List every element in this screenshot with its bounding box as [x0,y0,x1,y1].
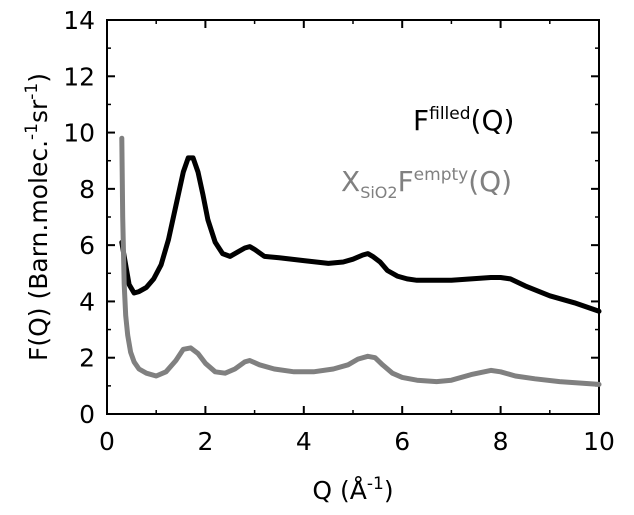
legend-filled: Ffilled(Q) [413,104,514,137]
legend-empty: XSiO2Fempty(Q) [341,165,512,202]
x-tick-label: 8 [493,427,509,456]
y-tick-label: 10 [63,119,95,148]
y-axis-ticks: 0 2 4 6 8 10 12 14 [63,6,599,429]
y-axis-label-sup2: -1 [22,83,42,100]
y-axis-label-mid: sr [24,99,53,123]
y-tick-label: 4 [79,287,95,316]
y-tick-label: 14 [63,6,95,35]
x-axis-label-main: Q (Å [312,476,366,505]
y-tick-label: 2 [79,344,95,373]
x-axis-ticks: 0 2 4 6 8 10 [99,20,615,456]
legend-empty-base: X [341,165,360,198]
legend-empty-mid: F [398,165,414,198]
series-line-empty [119,135,602,387]
legend-empty-tail: (Q) [468,165,512,198]
y-axis-label-sup1: -1 [22,123,42,140]
y-tick-label: 8 [79,175,95,204]
series-layer [119,135,602,387]
y-axis-label-tail: ) [24,73,53,83]
x-tick-label: 10 [583,427,615,456]
legend-filled-base: F [413,104,429,137]
legend-empty-sup: empty [414,165,469,185]
x-tick-label: 4 [296,427,312,456]
x-tick-label: 6 [394,427,410,456]
y-tick-label: 12 [63,62,95,91]
x-axis-label: Q (Å-1) [312,474,393,505]
x-tick-label: 0 [99,427,115,456]
x-axis-label-sup: -1 [367,474,384,494]
x-axis-label-tail: ) [384,476,394,505]
y-tick-label: 6 [79,231,95,260]
series-line-filled [119,155,602,314]
legend-empty-sub: SiO2 [360,183,397,202]
legend-filled-tail: (Q) [471,104,515,137]
legend-filled-sup: filled [429,104,470,124]
x-tick-label: 2 [197,427,213,456]
y-tick-label: 0 [79,400,95,429]
y-axis-label-main: F(Q) (Barn.molec. [24,140,53,361]
y-axis-label: F(Q) (Barn.molec.-1sr-1) [22,73,53,361]
